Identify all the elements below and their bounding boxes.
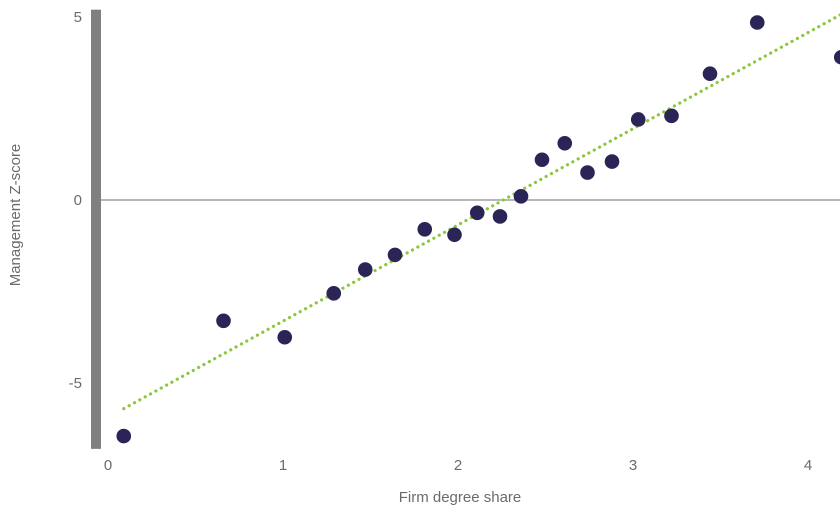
data-point	[116, 428, 132, 444]
data-point	[277, 329, 293, 345]
data-point	[357, 262, 373, 277]
data-point	[580, 165, 595, 180]
x-tick-label: 0	[104, 457, 112, 474]
data-point	[447, 227, 462, 243]
data-point	[749, 15, 765, 30]
x-axis-title: Firm degree share	[399, 489, 522, 506]
data-point	[387, 247, 403, 263]
data-point	[417, 221, 433, 237]
x-tick-label: 3	[629, 457, 637, 474]
data-point	[604, 154, 620, 169]
data-point	[534, 152, 550, 168]
x-tick-label: 2	[454, 457, 462, 474]
tick-labels-layer: 0 1 2 3 4 5 0 -5	[69, 9, 813, 474]
data-point	[326, 286, 342, 301]
data-point	[469, 205, 485, 221]
points-layer	[116, 15, 840, 444]
x-tick-label: 1	[279, 457, 287, 474]
y-axis-bar	[91, 9, 101, 449]
axes-layer	[91, 9, 840, 449]
data-point	[513, 189, 529, 204]
y-tick-label: 5	[74, 9, 82, 26]
y-tick-label: -5	[69, 375, 82, 392]
data-point	[702, 66, 718, 82]
y-tick-label: 0	[74, 192, 82, 209]
data-point	[630, 112, 646, 127]
data-point	[664, 108, 679, 124]
data-point	[557, 135, 573, 151]
y-axis-title: Management Z-score	[7, 144, 24, 287]
x-tick-label: 4	[804, 457, 812, 474]
data-point	[833, 50, 840, 65]
data-point	[216, 313, 231, 329]
data-point	[492, 209, 508, 224]
